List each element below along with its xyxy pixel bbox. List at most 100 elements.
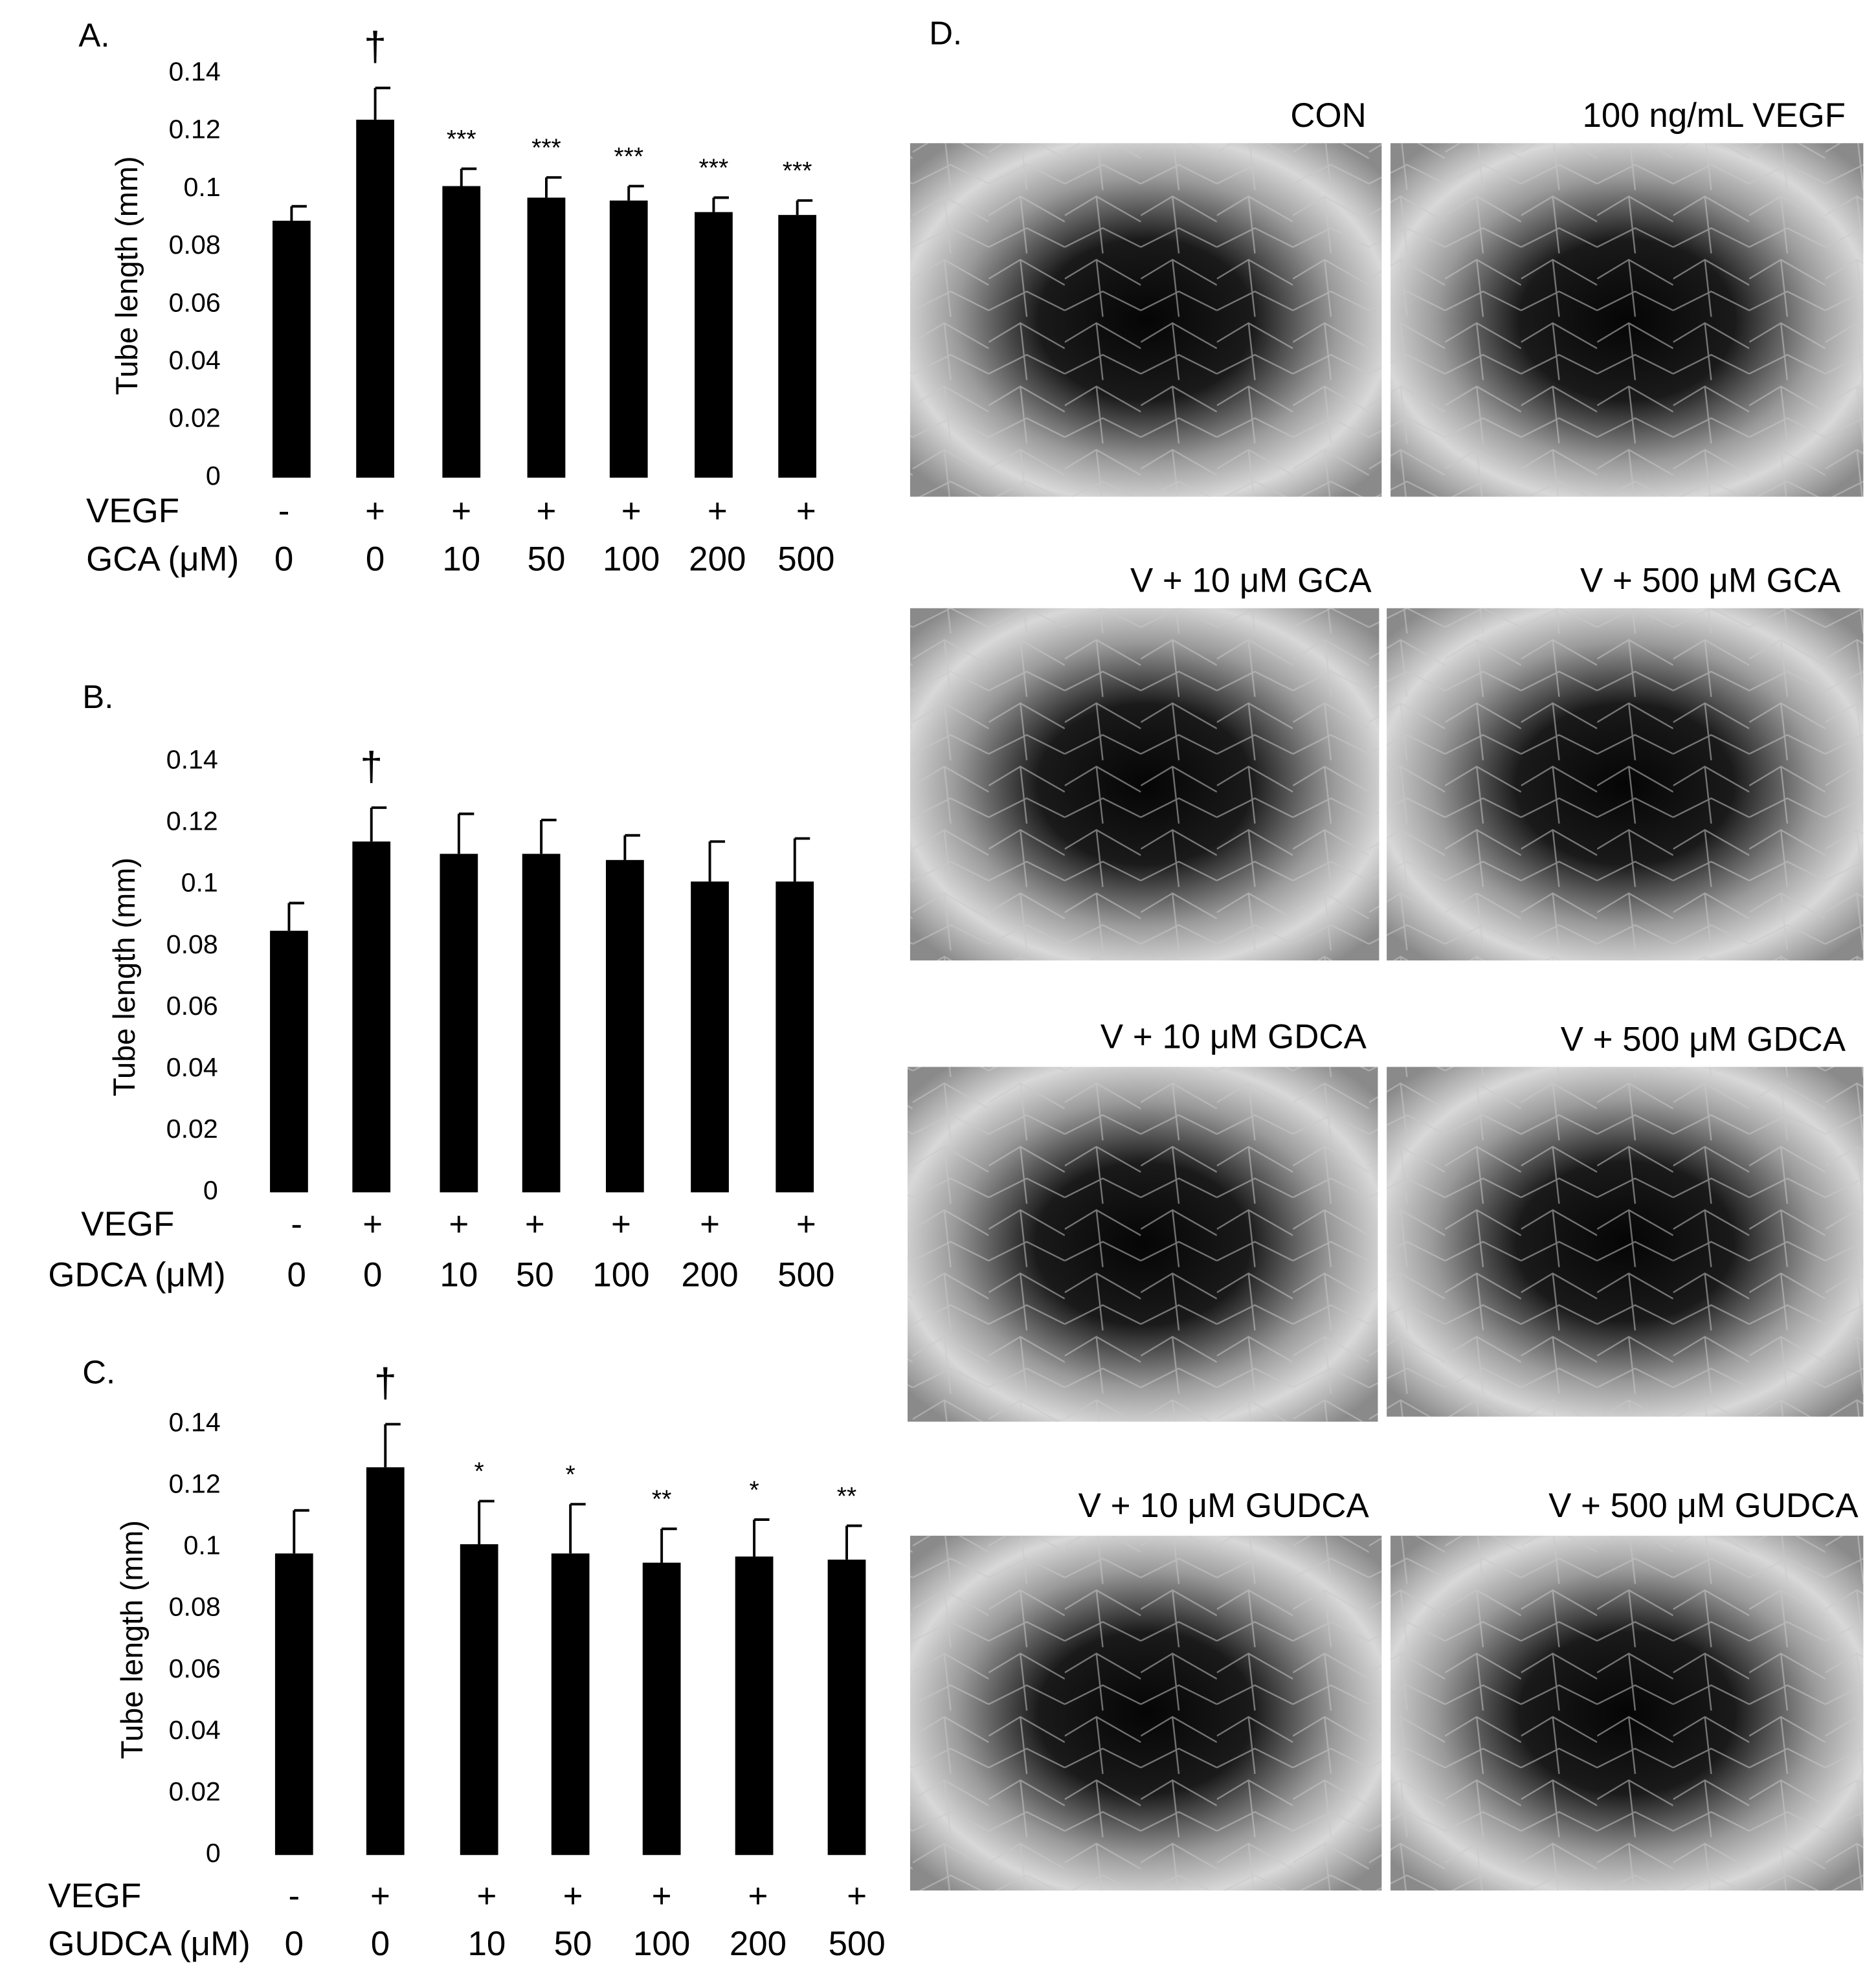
panel-label: C. <box>82 1354 115 1391</box>
micrograph-label: V + 500 μM GCA <box>1580 562 1841 600</box>
micrograph-label: CON <box>1290 96 1366 135</box>
micrograph-label: V + 10 μM GCA <box>1130 562 1372 600</box>
micrograph-texture <box>1387 1067 1864 1417</box>
x-tick-label: 0 <box>363 1256 382 1294</box>
bar <box>356 119 394 478</box>
row-label: VEGF <box>81 1205 174 1243</box>
panel-label: D. <box>929 14 962 51</box>
x-tick-label: 0 <box>274 540 293 578</box>
micrograph-label: V + 10 μM GDCA <box>1100 1017 1367 1056</box>
bar <box>274 1553 313 1856</box>
x-tick-label: 200 <box>689 540 746 578</box>
micrograph-label: V + 500 μM GDCA <box>1561 1020 1846 1058</box>
micrograph-texture <box>910 143 1382 497</box>
x-tick-label: 200 <box>681 1256 738 1294</box>
significance-label: † <box>360 744 383 790</box>
significance-label: *** <box>614 143 643 171</box>
row-label: GUDCA (μM) <box>48 1925 250 1963</box>
y-tick-label: 0.04 <box>169 346 221 375</box>
micrograph-label: V + 500 μM GUDCA <box>1548 1487 1859 1525</box>
micrograph-label: V + 10 μM GUDCA <box>1078 1487 1370 1525</box>
bar <box>551 1553 590 1856</box>
significance-label: *** <box>531 134 561 162</box>
bar <box>352 841 391 1193</box>
x-tick-label: 50 <box>554 1925 592 1963</box>
vegf-label: + <box>621 492 642 530</box>
y-axis-label: Tube length (mm) <box>115 1520 149 1759</box>
vegf-label: + <box>847 1877 867 1915</box>
y-tick-label: 0.12 <box>169 1469 221 1499</box>
significance-label: *** <box>447 126 476 153</box>
significance-label: * <box>749 1476 759 1504</box>
bar <box>778 215 817 478</box>
bar <box>691 881 729 1193</box>
vegf-label: + <box>449 1205 469 1243</box>
y-tick-label: 0.12 <box>169 115 221 144</box>
significance-label: *** <box>699 155 729 183</box>
y-tick-label: 0.04 <box>169 1715 221 1745</box>
vegf-label: - <box>278 492 290 530</box>
micrograph-texture <box>910 608 1379 961</box>
y-tick-label: 0.06 <box>169 287 221 317</box>
vegf-label: - <box>288 1877 300 1915</box>
significance-label: * <box>475 1458 484 1486</box>
vegf-label: + <box>748 1877 768 1915</box>
bar <box>776 881 814 1193</box>
y-tick-label: 0.14 <box>166 745 218 775</box>
vegf-label: + <box>370 1877 390 1915</box>
micrograph-texture <box>910 1535 1382 1891</box>
y-tick-label: 0.12 <box>166 806 218 836</box>
vegf-label: + <box>363 1205 383 1243</box>
significance-label: † <box>374 1360 397 1406</box>
bar <box>440 854 478 1193</box>
bar <box>270 931 308 1193</box>
y-tick-label: 0.02 <box>166 1114 218 1144</box>
x-tick-label: 500 <box>777 1256 834 1294</box>
x-tick-label: 100 <box>633 1925 690 1963</box>
panel-label: B. <box>82 678 113 715</box>
row-label: VEGF <box>86 492 179 530</box>
y-tick-label: 0 <box>206 1838 221 1868</box>
bar <box>609 200 648 478</box>
row-label: GCA (μM) <box>86 540 239 578</box>
y-tick-label: 0.08 <box>169 1592 221 1622</box>
bar <box>527 197 566 478</box>
vegf-label: + <box>700 1205 720 1243</box>
vegf-label: + <box>796 1205 816 1243</box>
y-tick-label: 0.1 <box>181 868 218 898</box>
vegf-label: + <box>365 492 385 530</box>
y-tick-label: 0.02 <box>169 1777 221 1806</box>
x-tick-label: 0 <box>287 1256 306 1294</box>
y-tick-label: 0.08 <box>166 929 218 959</box>
vegf-label: + <box>451 492 471 530</box>
x-tick-label: 10 <box>442 540 480 578</box>
x-tick-label: 500 <box>777 540 834 578</box>
y-tick-label: 0.08 <box>169 230 221 260</box>
vegf-label: + <box>476 1877 497 1915</box>
x-tick-label: 10 <box>440 1256 478 1294</box>
y-tick-label: 0.06 <box>169 1654 221 1683</box>
x-tick-label: 0 <box>285 1925 304 1963</box>
significance-label: *** <box>783 157 812 185</box>
y-tick-label: 0.1 <box>184 1531 221 1560</box>
bar <box>522 854 561 1193</box>
vegf-label: + <box>525 1205 545 1243</box>
micrograph-texture <box>1390 143 1864 497</box>
micrograph-label: 100 ng/mL VEGF <box>1583 96 1846 135</box>
bar <box>442 186 481 478</box>
bar <box>605 859 644 1193</box>
x-tick-label: 200 <box>730 1925 787 1963</box>
x-tick-label: 0 <box>371 1925 390 1963</box>
y-tick-label: 0.14 <box>169 1407 221 1437</box>
row-label: VEGF <box>48 1877 141 1915</box>
x-tick-label: 50 <box>516 1256 554 1294</box>
y-tick-label: 0 <box>206 461 221 491</box>
x-tick-label: 100 <box>603 540 660 578</box>
x-tick-label: 500 <box>829 1925 886 1963</box>
bar <box>642 1562 681 1856</box>
y-tick-label: 0.02 <box>169 403 221 433</box>
significance-label: ** <box>652 1486 671 1514</box>
significance-label: * <box>566 1461 575 1489</box>
y-tick-label: 0.1 <box>184 172 221 202</box>
bar <box>272 221 311 478</box>
